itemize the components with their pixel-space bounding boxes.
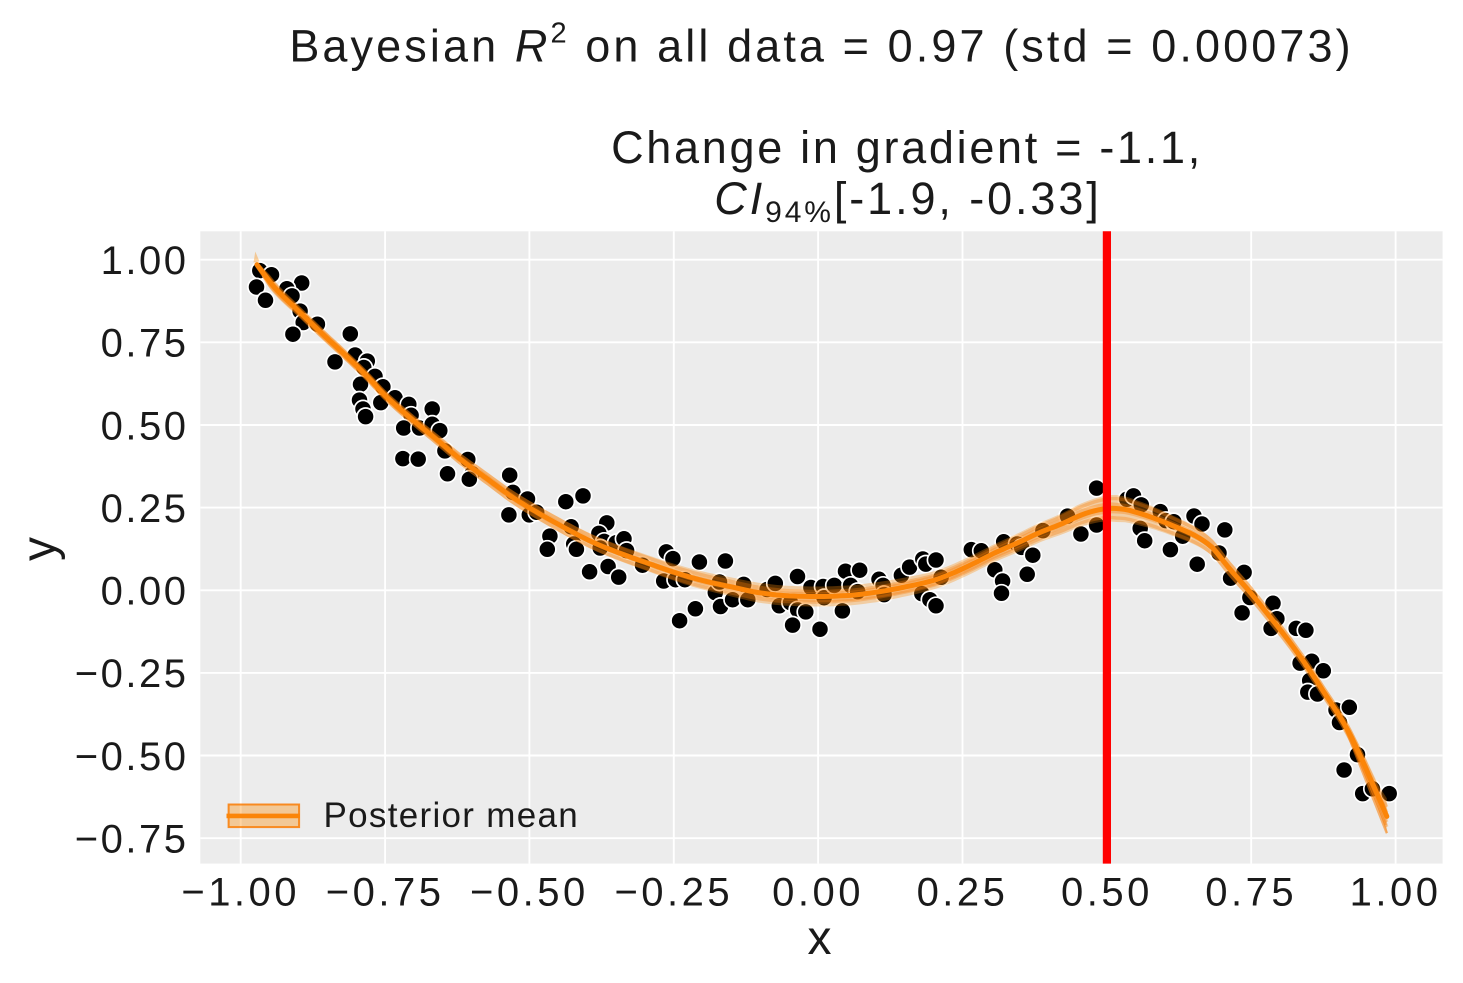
svg-text:y: y [13, 537, 66, 561]
svg-text:−0.50: −0.50 [470, 871, 589, 915]
svg-text:−0.50: −0.50 [75, 735, 189, 779]
svg-text:−0.25: −0.25 [75, 652, 189, 696]
svg-text:Posterior mean: Posterior mean [324, 796, 580, 835]
svg-text:0.25: 0.25 [917, 871, 1009, 915]
svg-text:Bayesian R2 on all data = 0.97: Bayesian R2 on all data = 0.97 (std = 0.… [289, 18, 1353, 72]
svg-text:0.75: 0.75 [1205, 871, 1297, 915]
svg-text:−1.00: −1.00 [181, 871, 300, 915]
svg-text:0.50: 0.50 [1061, 871, 1153, 915]
svg-text:Change in gradient = -1.1,: Change in gradient = -1.1, [611, 122, 1203, 173]
svg-text:0.00: 0.00 [772, 871, 864, 915]
svg-text:CI94%[-1.9, -0.33]: CI94%[-1.9, -0.33] [714, 173, 1101, 229]
svg-text:1.00: 1.00 [101, 239, 189, 283]
svg-text:x: x [808, 912, 832, 965]
svg-text:0.00: 0.00 [101, 570, 189, 614]
svg-text:0.50: 0.50 [101, 404, 189, 448]
svg-text:0.75: 0.75 [101, 322, 189, 366]
svg-text:1.00: 1.00 [1350, 871, 1442, 915]
svg-text:−0.75: −0.75 [326, 871, 445, 915]
svg-text:−0.75: −0.75 [75, 818, 189, 862]
svg-text:−0.25: −0.25 [614, 871, 733, 915]
svg-text:0.25: 0.25 [101, 487, 189, 531]
